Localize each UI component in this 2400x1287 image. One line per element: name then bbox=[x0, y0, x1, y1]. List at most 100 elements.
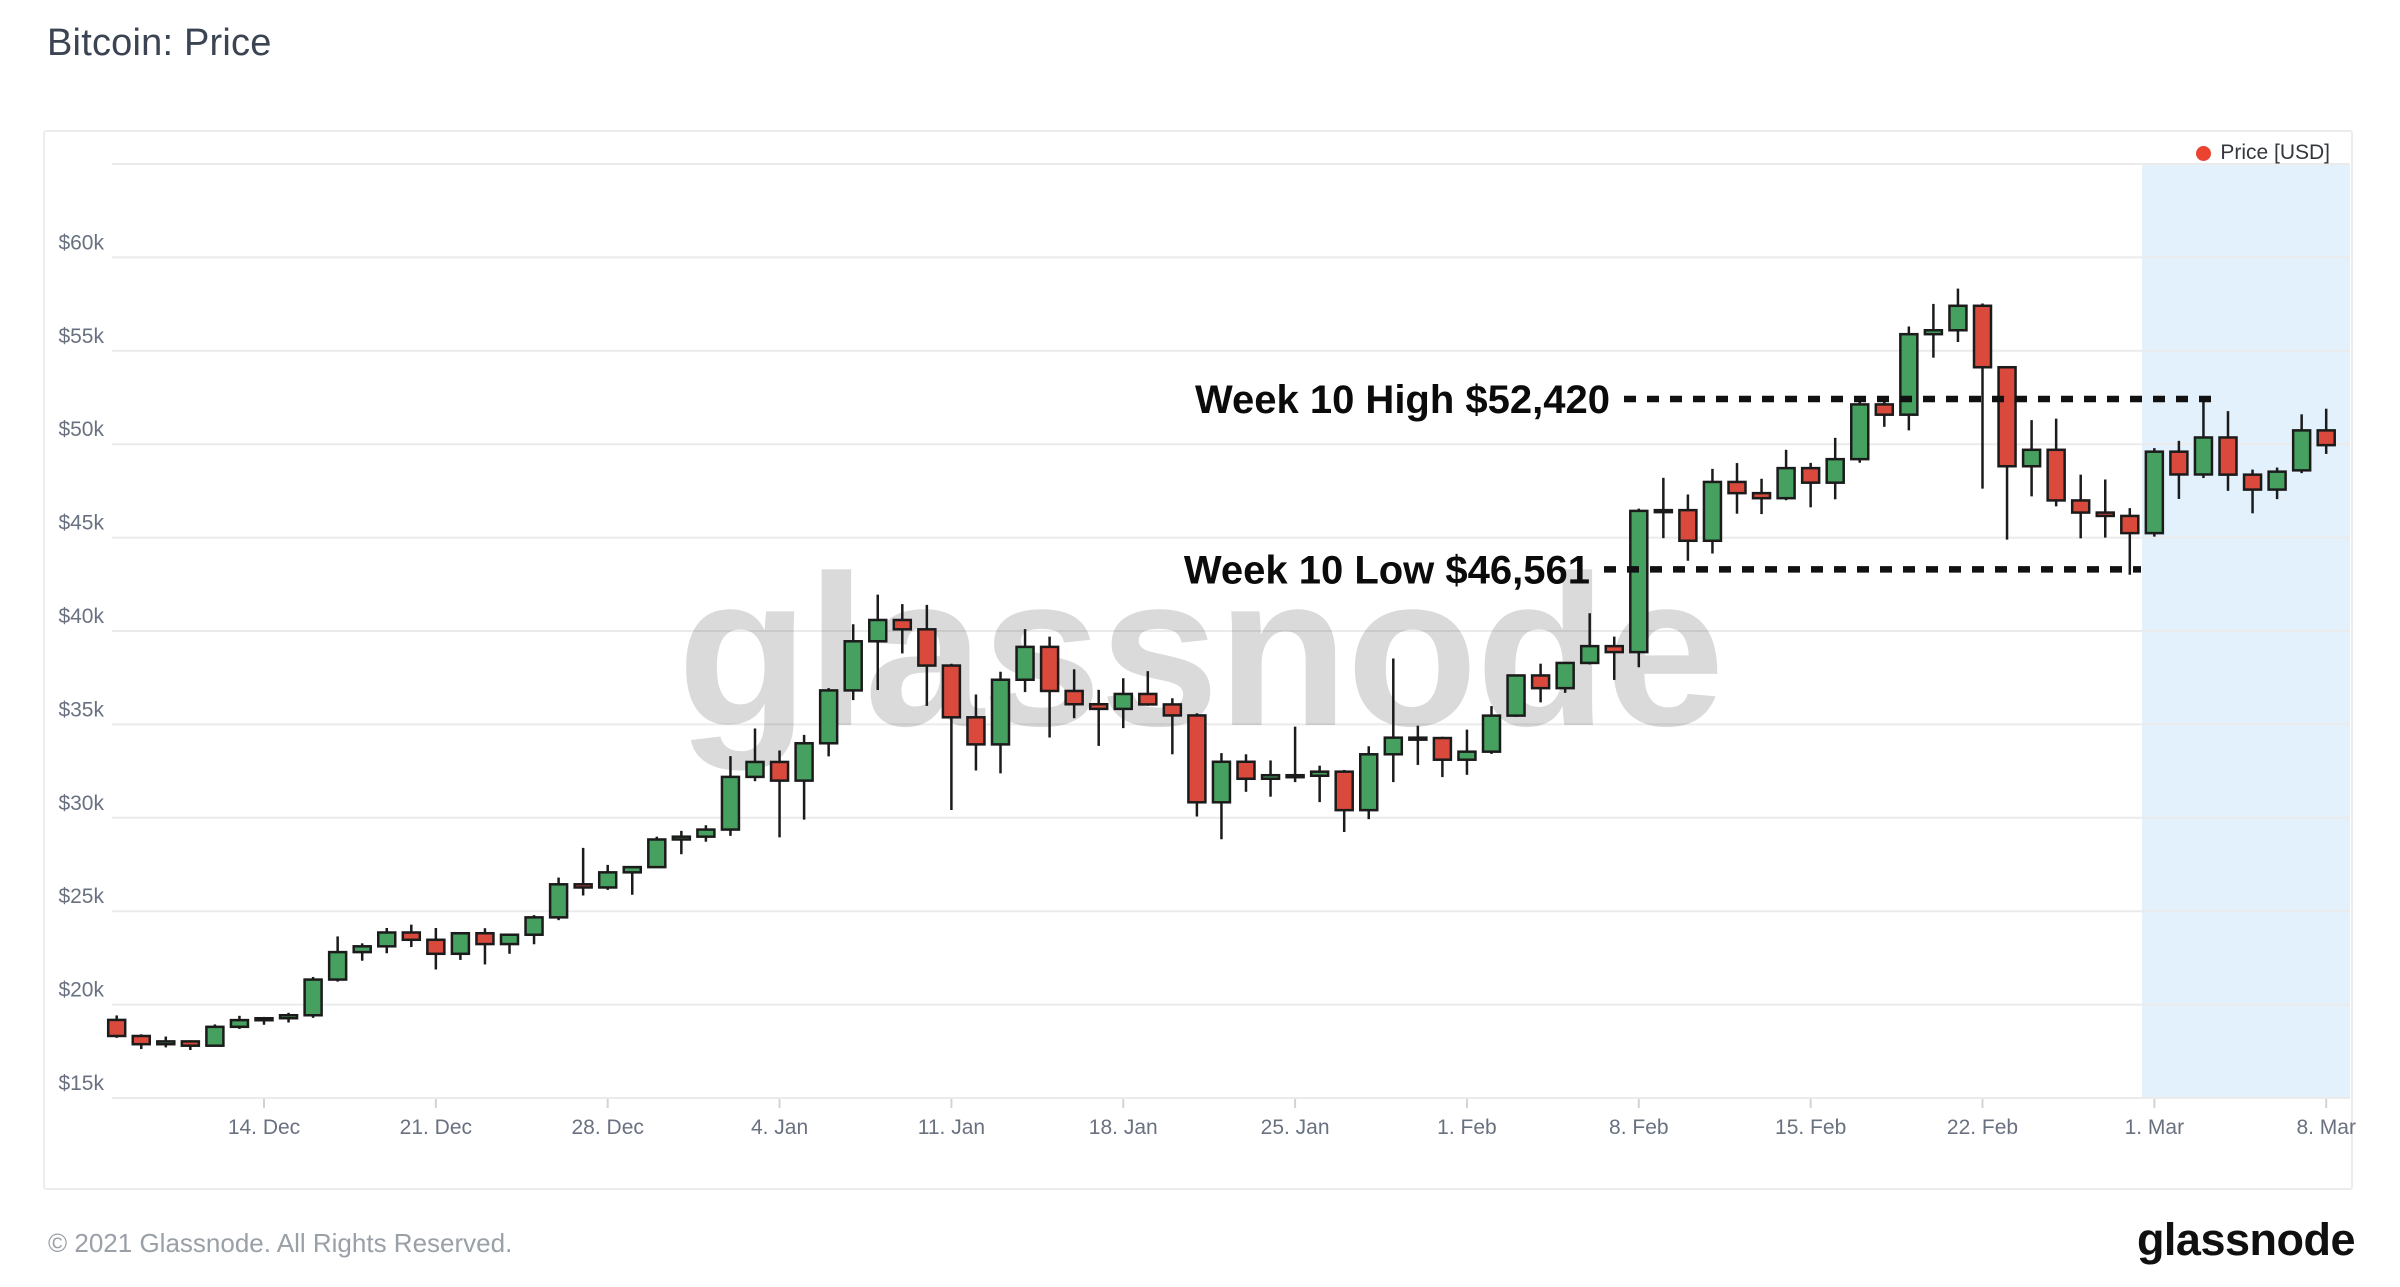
candle-body bbox=[1579, 644, 1600, 665]
candle-11-feb[interactable] bbox=[1702, 468, 1723, 554]
candle-27-dec[interactable] bbox=[573, 847, 593, 896]
candle-10-feb[interactable] bbox=[1678, 494, 1698, 561]
y-axis-label: $35k bbox=[58, 698, 104, 721]
candle-20-feb[interactable] bbox=[1923, 303, 1944, 358]
candle-21-jan[interactable] bbox=[1187, 713, 1207, 817]
candle-27-feb[interactable] bbox=[2095, 479, 2115, 538]
candle-11-jan[interactable] bbox=[941, 663, 962, 810]
glassnode-logo: glassnode bbox=[2136, 1214, 2356, 1265]
candle-7-jan[interactable] bbox=[843, 624, 863, 701]
candle-15-jan[interactable] bbox=[1039, 636, 1060, 738]
candle-1-feb[interactable] bbox=[1457, 729, 1477, 775]
candle-9-dec[interactable] bbox=[131, 1034, 151, 1050]
candle-9-feb[interactable] bbox=[1653, 477, 1674, 539]
candle-26-feb[interactable] bbox=[2070, 474, 2091, 539]
candle-15-feb[interactable] bbox=[1800, 462, 1821, 508]
candle-17-feb[interactable] bbox=[1850, 396, 1870, 463]
candle-3-jan[interactable] bbox=[745, 728, 765, 782]
candle-16-jan[interactable] bbox=[1064, 669, 1084, 719]
candle-30-jan[interactable] bbox=[1408, 725, 1428, 765]
candle-22-jan[interactable] bbox=[1211, 753, 1232, 840]
candle-18-jan[interactable] bbox=[1113, 678, 1133, 729]
candle-17-dec[interactable] bbox=[327, 936, 348, 982]
candle-22-feb[interactable] bbox=[1972, 303, 1993, 489]
legend-price-usd[interactable]: Price [USD] bbox=[2196, 141, 2330, 165]
candle-10-dec[interactable] bbox=[156, 1036, 176, 1048]
candle-15-dec[interactable] bbox=[278, 1012, 299, 1023]
candle-26-jan[interactable] bbox=[1309, 765, 1330, 803]
candle-21-feb[interactable] bbox=[1948, 288, 1968, 343]
candle-17-jan[interactable] bbox=[1088, 689, 1109, 746]
candle-2-feb[interactable] bbox=[1481, 706, 1502, 754]
candle-28-dec[interactable] bbox=[597, 864, 618, 890]
candle-8-mar[interactable] bbox=[2316, 408, 2336, 454]
candle-7-mar[interactable] bbox=[2291, 414, 2312, 474]
candle-4-jan[interactable] bbox=[769, 750, 790, 838]
candle-24-feb[interactable] bbox=[2021, 420, 2042, 497]
candle-2-jan[interactable] bbox=[720, 756, 741, 836]
candle-14-feb[interactable] bbox=[1776, 449, 1796, 501]
candle-5-jan[interactable] bbox=[794, 734, 814, 820]
candle-23-dec[interactable] bbox=[475, 928, 495, 965]
candle-body bbox=[696, 828, 716, 838]
candle-13-dec[interactable] bbox=[229, 1015, 250, 1029]
candle-13-jan[interactable] bbox=[990, 671, 1011, 774]
candle-4-feb[interactable] bbox=[1530, 663, 1551, 703]
candle-2-mar[interactable] bbox=[2169, 440, 2189, 499]
candle-19-jan[interactable] bbox=[1138, 671, 1158, 706]
candle-4-mar[interactable] bbox=[2218, 411, 2238, 491]
candle-20-dec[interactable] bbox=[401, 924, 422, 948]
candle-19-feb[interactable] bbox=[1899, 326, 1919, 431]
candle-body bbox=[622, 865, 642, 874]
candle-12-jan[interactable] bbox=[966, 694, 986, 771]
candle-18-feb[interactable] bbox=[1874, 397, 1895, 427]
candle-8-dec[interactable] bbox=[106, 1015, 127, 1038]
candle-11-dec[interactable] bbox=[180, 1040, 201, 1050]
candle-28-feb[interactable] bbox=[2120, 508, 2140, 575]
candle-8-jan[interactable] bbox=[868, 594, 888, 691]
candle-5-feb[interactable] bbox=[1555, 661, 1575, 693]
candle-21-dec[interactable] bbox=[426, 928, 446, 970]
candle-31-dec[interactable] bbox=[671, 830, 692, 855]
candle-28-jan[interactable] bbox=[1359, 746, 1379, 820]
candle-30-dec[interactable] bbox=[647, 836, 667, 869]
candle-6-feb[interactable] bbox=[1579, 613, 1600, 665]
candle-26-dec[interactable] bbox=[548, 877, 569, 921]
candle-3-feb[interactable] bbox=[1506, 674, 1526, 717]
candle-body bbox=[573, 883, 593, 889]
candle-14-dec[interactable] bbox=[254, 1016, 274, 1025]
candle-22-dec[interactable] bbox=[450, 931, 471, 960]
candle-body bbox=[254, 1016, 274, 1022]
candle-25-dec[interactable] bbox=[524, 915, 544, 945]
candle-12-dec[interactable] bbox=[205, 1024, 225, 1047]
candle-20-jan[interactable] bbox=[1162, 698, 1183, 755]
candle-8-feb[interactable] bbox=[1629, 508, 1649, 668]
candle-7-feb[interactable] bbox=[1604, 636, 1624, 680]
candle-25-feb[interactable] bbox=[2046, 418, 2066, 507]
candle-9-jan[interactable] bbox=[892, 604, 913, 654]
candle-body bbox=[2046, 448, 2066, 502]
candle-10-jan[interactable] bbox=[917, 604, 937, 706]
candle-25-jan[interactable] bbox=[1285, 726, 1305, 783]
candle-24-dec[interactable] bbox=[499, 933, 520, 954]
candle-12-feb[interactable] bbox=[1727, 463, 1747, 514]
candle-19-dec[interactable] bbox=[377, 928, 397, 954]
candle-23-jan[interactable] bbox=[1236, 754, 1256, 792]
candle-16-dec[interactable] bbox=[303, 976, 323, 1018]
candle-1-mar[interactable] bbox=[2144, 448, 2165, 537]
candle-6-mar[interactable] bbox=[2267, 467, 2287, 500]
candle-6-jan[interactable] bbox=[818, 688, 839, 757]
candle-14-jan[interactable] bbox=[1015, 629, 1035, 693]
candle-18-dec[interactable] bbox=[352, 943, 372, 961]
candle-27-jan[interactable] bbox=[1334, 769, 1354, 832]
candle-5-mar[interactable] bbox=[2242, 469, 2263, 514]
candle-1-jan[interactable] bbox=[696, 825, 716, 842]
candle-24-jan[interactable] bbox=[1260, 760, 1281, 797]
candle-16-feb[interactable] bbox=[1825, 437, 1845, 500]
candle-23-feb[interactable] bbox=[1997, 365, 2017, 540]
candle-31-jan[interactable] bbox=[1432, 736, 1453, 778]
candle-13-feb[interactable] bbox=[1751, 478, 1772, 515]
candle-29-jan[interactable] bbox=[1383, 658, 1404, 783]
candle-29-dec[interactable] bbox=[622, 865, 642, 895]
candle-3-mar[interactable] bbox=[2193, 398, 2214, 479]
